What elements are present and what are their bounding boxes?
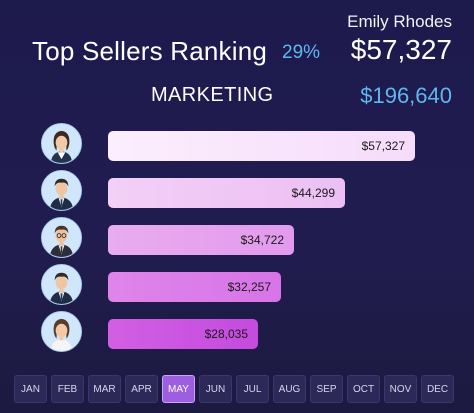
seller-row[interactable]: $32,257 [0, 264, 474, 310]
male-seller-icon[interactable] [41, 170, 82, 211]
sales-bar: $57,327 [108, 131, 415, 161]
month-button-dec[interactable]: DEC [421, 375, 454, 403]
month-button-sep[interactable]: SEP [310, 375, 343, 403]
month-button-jul[interactable]: JUL [236, 375, 269, 403]
month-selector: JAN FEB MAR APR MAY JUN JUL AUG SEP OCT NOV DEC [14, 375, 454, 403]
percent-share: 29% [282, 42, 321, 63]
sales-bar: $32,257 [108, 272, 281, 302]
month-button-aug[interactable]: AUG [273, 375, 306, 403]
male-seller-glasses-icon[interactable] [41, 217, 82, 258]
sales-bar-label: $57,327 [361, 139, 405, 153]
sales-bar: $28,035 [108, 319, 258, 349]
department-amount: $196,640 [360, 83, 452, 108]
male-seller-icon[interactable] [41, 264, 82, 305]
month-button-may[interactable]: MAY [162, 375, 195, 403]
seller-row[interactable]: $28,035 [0, 311, 474, 357]
sales-bar-label: $34,722 [240, 233, 284, 247]
month-button-oct[interactable]: OCT [347, 375, 380, 403]
sales-bar: $44,299 [108, 178, 345, 208]
department-label: MARKETING [151, 84, 274, 106]
seller-name: Emily Rhodes [347, 12, 452, 31]
month-button-jan[interactable]: JAN [14, 375, 47, 403]
seller-amount: $57,327 [350, 34, 452, 65]
female-seller-icon[interactable] [41, 311, 82, 352]
month-button-mar[interactable]: MAR [88, 375, 121, 403]
page-title: Top Sellers Ranking [32, 36, 268, 66]
sales-bar: $34,722 [108, 225, 294, 255]
seller-row[interactable]: $34,722 [0, 217, 474, 263]
seller-row[interactable]: $44,299 [0, 170, 474, 216]
month-button-apr[interactable]: APR [125, 375, 158, 403]
month-button-feb[interactable]: FEB [51, 375, 84, 403]
female-seller-icon[interactable] [41, 123, 82, 164]
sales-bar-label: $32,257 [227, 280, 271, 294]
month-button-jun[interactable]: JUN [199, 375, 232, 403]
month-button-nov[interactable]: NOV [384, 375, 417, 403]
seller-row[interactable]: $57,327 [0, 123, 474, 169]
sales-bar-label: $44,299 [291, 186, 335, 200]
sales-bar-label: $28,035 [204, 327, 248, 341]
